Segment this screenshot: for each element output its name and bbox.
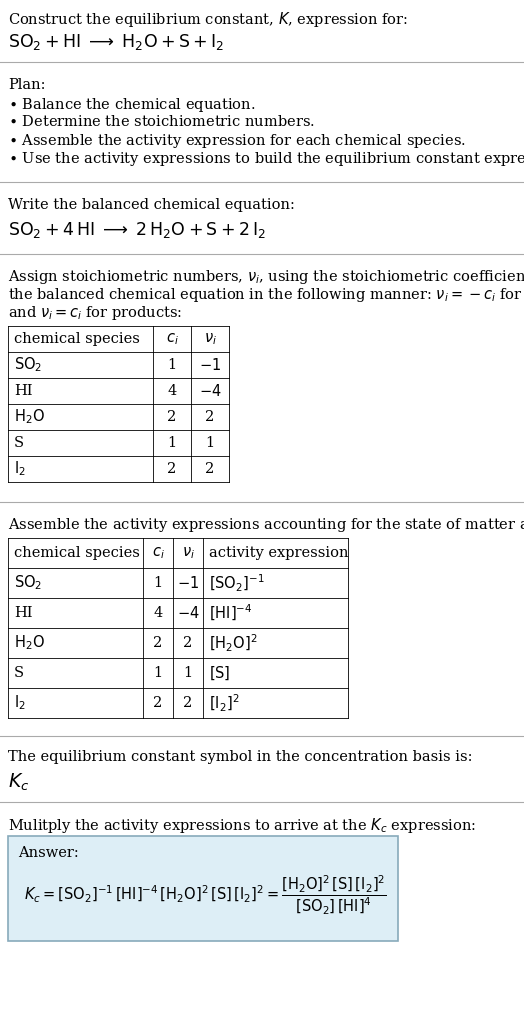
Text: $\nu_i$: $\nu_i$ (203, 332, 216, 347)
Text: $\bullet$ Balance the chemical equation.: $\bullet$ Balance the chemical equation. (8, 96, 255, 114)
Text: $\mathrm{H_2O}$: $\mathrm{H_2O}$ (14, 408, 45, 426)
Text: $-4$: $-4$ (199, 383, 221, 399)
Text: 4: 4 (167, 384, 177, 398)
Text: 1: 1 (183, 666, 192, 680)
Text: 1: 1 (168, 436, 177, 450)
Text: chemical species: chemical species (14, 332, 140, 346)
Text: $[\mathrm{S}]$: $[\mathrm{S}]$ (209, 664, 231, 681)
Text: and $\nu_i = c_i$ for products:: and $\nu_i = c_i$ for products: (8, 304, 182, 322)
Text: 2: 2 (167, 462, 177, 476)
Text: $\bullet$ Determine the stoichiometric numbers.: $\bullet$ Determine the stoichiometric n… (8, 114, 315, 129)
Text: $\mathrm{I_2}$: $\mathrm{I_2}$ (14, 694, 26, 712)
Text: Mulitply the activity expressions to arrive at the $K_c$ expression:: Mulitply the activity expressions to arr… (8, 816, 476, 835)
Text: 1: 1 (168, 358, 177, 372)
Text: HI: HI (14, 606, 32, 620)
Text: $-1$: $-1$ (177, 575, 199, 591)
Text: HI: HI (14, 384, 32, 398)
Text: The equilibrium constant symbol in the concentration basis is:: The equilibrium constant symbol in the c… (8, 750, 473, 764)
Text: 2: 2 (183, 696, 193, 710)
Text: $-1$: $-1$ (199, 357, 221, 373)
Text: $\bullet$ Use the activity expressions to build the equilibrium constant express: $\bullet$ Use the activity expressions t… (8, 149, 524, 168)
Text: 2: 2 (154, 696, 162, 710)
Text: the balanced chemical equation in the following manner: $\nu_i = -c_i$ for react: the balanced chemical equation in the fo… (8, 286, 524, 304)
Text: $-4$: $-4$ (177, 605, 199, 621)
Text: 2: 2 (154, 636, 162, 650)
Text: Write the balanced chemical equation:: Write the balanced chemical equation: (8, 198, 295, 212)
Text: 2: 2 (205, 462, 215, 476)
FancyBboxPatch shape (8, 836, 398, 941)
Text: chemical species: chemical species (14, 546, 140, 560)
Text: Answer:: Answer: (18, 846, 79, 860)
Text: $\mathrm{I_2}$: $\mathrm{I_2}$ (14, 460, 26, 478)
Text: 1: 1 (205, 436, 214, 450)
Text: $\mathrm{SO_2 + HI} \;\longrightarrow\; \mathrm{H_2O + S + I_2}$: $\mathrm{SO_2 + HI} \;\longrightarrow\; … (8, 32, 224, 52)
Text: 2: 2 (205, 410, 215, 424)
Text: $\mathrm{SO_2 + 4\,HI} \;\longrightarrow\; \mathrm{2\,H_2O + S + 2\,I_2}$: $\mathrm{SO_2 + 4\,HI} \;\longrightarrow… (8, 220, 266, 240)
Text: $\bullet$ Assemble the activity expression for each chemical species.: $\bullet$ Assemble the activity expressi… (8, 132, 466, 149)
Text: 1: 1 (154, 666, 162, 680)
Text: $c_i$: $c_i$ (151, 545, 165, 560)
Text: $\nu_i$: $\nu_i$ (181, 545, 194, 560)
Text: Construct the equilibrium constant, $K$, expression for:: Construct the equilibrium constant, $K$,… (8, 10, 408, 29)
Text: $[\mathrm{SO_2}]^{-1}$: $[\mathrm{SO_2}]^{-1}$ (209, 573, 265, 594)
Text: Assemble the activity expressions accounting for the state of matter and $\nu_i$: Assemble the activity expressions accoun… (8, 516, 524, 534)
Text: $K_c = [\mathrm{SO_2}]^{-1}\,[\mathrm{HI}]^{-4}\,[\mathrm{H_2O}]^{2}\,[\mathrm{S: $K_c = [\mathrm{SO_2}]^{-1}\,[\mathrm{HI… (24, 874, 387, 917)
Text: Assign stoichiometric numbers, $\nu_i$, using the stoichiometric coefficients, $: Assign stoichiometric numbers, $\nu_i$, … (8, 268, 524, 286)
Text: activity expression: activity expression (209, 546, 348, 560)
Text: $\mathrm{SO_2}$: $\mathrm{SO_2}$ (14, 356, 42, 374)
Text: 1: 1 (154, 576, 162, 590)
Text: $K_c$: $K_c$ (8, 772, 29, 793)
Text: $c_i$: $c_i$ (166, 332, 178, 347)
Text: Plan:: Plan: (8, 78, 46, 92)
Text: 2: 2 (167, 410, 177, 424)
Text: 2: 2 (183, 636, 193, 650)
Text: 4: 4 (154, 606, 162, 620)
Text: S: S (14, 436, 24, 450)
Text: $[\mathrm{H_2O}]^{2}$: $[\mathrm{H_2O}]^{2}$ (209, 633, 258, 654)
Text: S: S (14, 666, 24, 680)
Text: $[\mathrm{HI}]^{-4}$: $[\mathrm{HI}]^{-4}$ (209, 603, 253, 623)
Text: $\mathrm{SO_2}$: $\mathrm{SO_2}$ (14, 574, 42, 592)
Text: $\mathrm{H_2O}$: $\mathrm{H_2O}$ (14, 634, 45, 652)
Text: $[\mathrm{I_2}]^{2}$: $[\mathrm{I_2}]^{2}$ (209, 693, 239, 714)
